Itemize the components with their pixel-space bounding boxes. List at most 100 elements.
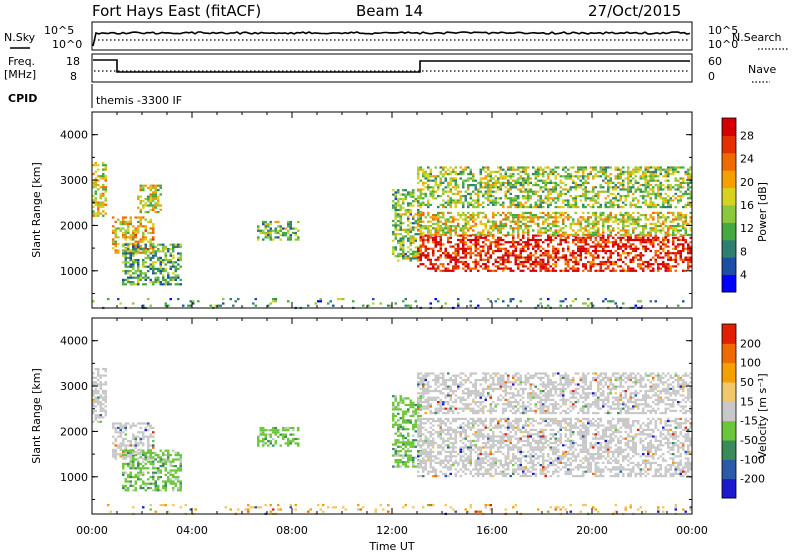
echo-cell bbox=[157, 243, 160, 246]
echo-cell bbox=[574, 238, 577, 242]
echo-cell bbox=[579, 227, 582, 230]
echo-cell bbox=[627, 211, 630, 214]
echo-cell bbox=[479, 168, 482, 171]
echo-cell bbox=[397, 441, 400, 444]
echo-cell bbox=[424, 448, 427, 451]
echo-cell bbox=[617, 181, 620, 184]
echo-cell bbox=[132, 465, 135, 468]
echo-cell bbox=[504, 252, 507, 255]
echo-cell bbox=[637, 236, 640, 239]
echo-cell bbox=[687, 265, 690, 268]
echo-cell bbox=[392, 395, 395, 398]
echo-cell bbox=[462, 247, 465, 250]
echo-cell bbox=[264, 433, 267, 436]
echo-cell bbox=[447, 252, 450, 255]
echo-cell bbox=[524, 170, 527, 173]
echo-cell bbox=[657, 179, 660, 182]
echo-cell bbox=[399, 465, 402, 468]
echo-cell bbox=[642, 254, 645, 257]
echo-cell bbox=[134, 482, 137, 485]
echo-cell bbox=[154, 489, 157, 492]
echo-cell bbox=[449, 468, 452, 471]
echo-cell bbox=[169, 469, 172, 472]
echo-cell bbox=[404, 213, 407, 216]
echo-cell bbox=[114, 245, 117, 248]
echo-cell bbox=[427, 252, 430, 255]
echo-cell bbox=[502, 181, 505, 184]
echo-cell bbox=[644, 184, 647, 187]
echo-cell bbox=[429, 442, 432, 445]
echo-cell bbox=[99, 177, 102, 180]
echo-cell bbox=[414, 430, 417, 433]
echo-cell bbox=[464, 241, 467, 244]
echo-cell bbox=[667, 263, 670, 266]
echo-cell bbox=[419, 258, 422, 261]
echo-cell bbox=[537, 216, 540, 219]
echo-cell bbox=[402, 454, 405, 457]
echo-cell bbox=[97, 201, 100, 204]
echo-cell bbox=[102, 201, 105, 204]
echo-cell bbox=[259, 229, 262, 232]
echo-cell bbox=[407, 204, 410, 207]
echo-cell bbox=[439, 177, 442, 180]
echo-cell bbox=[607, 206, 610, 209]
echo-cell bbox=[154, 480, 157, 483]
echo-cell bbox=[422, 197, 425, 200]
echo-cell bbox=[574, 197, 577, 200]
echo-cell bbox=[447, 256, 450, 259]
echo-cell bbox=[607, 236, 610, 239]
echo-cell bbox=[522, 166, 525, 169]
echo-cell bbox=[482, 211, 485, 214]
echo-cell bbox=[594, 211, 597, 214]
echo-cell bbox=[442, 448, 445, 451]
echo-cell bbox=[597, 227, 600, 230]
echo-cell bbox=[477, 216, 480, 219]
echo-cell bbox=[684, 206, 687, 209]
echo-cell bbox=[149, 462, 152, 465]
power-colorbar-swatch bbox=[722, 118, 736, 136]
echo-cell bbox=[462, 231, 465, 234]
echo-cell bbox=[604, 170, 607, 173]
echo-cell bbox=[159, 465, 162, 468]
echo-cell bbox=[129, 444, 132, 447]
echo-cell bbox=[474, 214, 477, 217]
echo-cell bbox=[449, 258, 452, 261]
echo-cell bbox=[542, 252, 545, 255]
echo-cell bbox=[409, 208, 412, 212]
echo-cell bbox=[629, 203, 632, 206]
echo-cell bbox=[674, 252, 677, 255]
echo-cell bbox=[574, 222, 577, 225]
echo-cell bbox=[134, 248, 137, 251]
echo-cell bbox=[604, 298, 607, 301]
echo-cell bbox=[607, 260, 610, 264]
echo-cell bbox=[167, 458, 170, 461]
echo-cell bbox=[559, 214, 562, 217]
echo-cell bbox=[502, 243, 505, 246]
echo-cell bbox=[587, 175, 590, 178]
echo-cell bbox=[139, 189, 142, 192]
echo-cell bbox=[549, 179, 552, 182]
echo-cell bbox=[162, 454, 165, 457]
echo-cell bbox=[592, 258, 595, 261]
echo-cell bbox=[162, 248, 165, 251]
echo-cell bbox=[674, 168, 677, 171]
echo-cell bbox=[412, 228, 415, 231]
echo-cell bbox=[509, 300, 512, 303]
echo-cell bbox=[439, 184, 442, 187]
echo-cell bbox=[524, 265, 527, 268]
echo-cell bbox=[472, 229, 475, 232]
echo-cell bbox=[637, 199, 640, 202]
echo-cell bbox=[574, 231, 577, 234]
echo-cell bbox=[547, 256, 550, 259]
echo-cell bbox=[619, 241, 622, 244]
echo-cell bbox=[139, 276, 142, 279]
echo-cell bbox=[572, 175, 575, 178]
echo-cell bbox=[397, 255, 400, 258]
echo-cell bbox=[657, 190, 660, 193]
echo-cell bbox=[444, 249, 447, 253]
echo-cell bbox=[532, 214, 535, 217]
echo-cell bbox=[169, 480, 172, 483]
echo-cell bbox=[539, 195, 542, 198]
nsky-label: N.Sky bbox=[4, 31, 36, 44]
echo-cell bbox=[174, 278, 177, 281]
